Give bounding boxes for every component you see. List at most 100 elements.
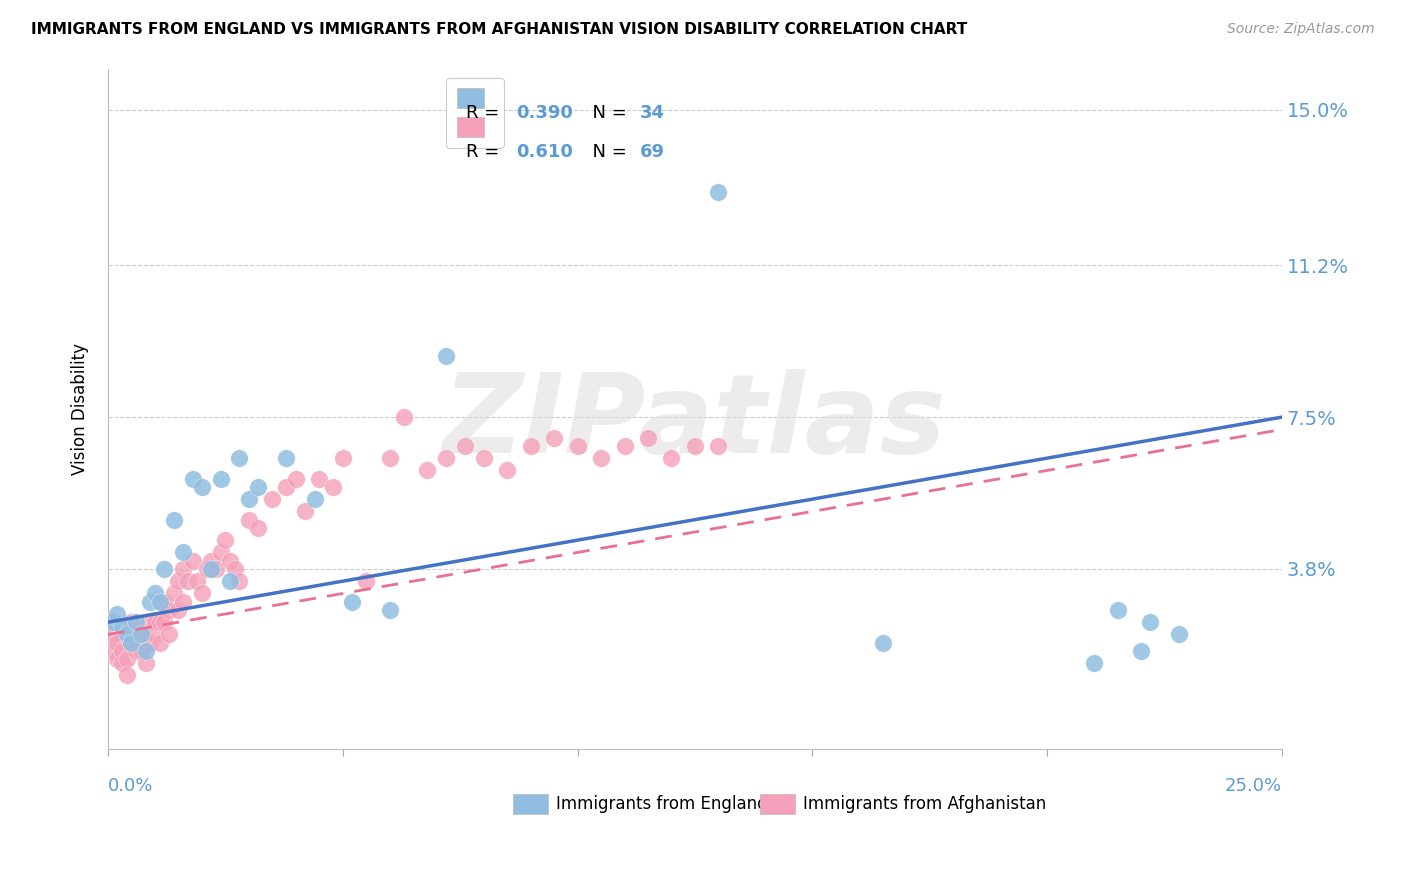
Point	[434, 349, 457, 363]
Point	[284, 472, 307, 486]
Point	[238, 492, 260, 507]
Point	[1107, 603, 1129, 617]
Point	[661, 451, 683, 466]
Point	[172, 545, 194, 559]
Point	[214, 533, 236, 548]
Point	[294, 504, 316, 518]
Point	[228, 451, 250, 466]
Point	[121, 615, 143, 630]
Text: 0.390: 0.390	[516, 103, 574, 122]
Point	[191, 586, 214, 600]
Point	[219, 574, 242, 589]
Point	[209, 472, 232, 486]
Point	[683, 439, 706, 453]
Point	[121, 635, 143, 649]
Point	[276, 480, 298, 494]
Point	[143, 615, 166, 630]
Point	[392, 410, 415, 425]
Point	[101, 644, 124, 658]
Point	[637, 431, 659, 445]
Point	[157, 627, 180, 641]
Point	[209, 545, 232, 559]
Point	[115, 652, 138, 666]
Text: Immigrants from England: Immigrants from England	[557, 795, 768, 813]
Point	[434, 451, 457, 466]
Point	[1167, 627, 1189, 641]
Point	[153, 562, 176, 576]
Point	[454, 439, 477, 453]
Point	[101, 627, 124, 641]
Point	[707, 439, 730, 453]
Point	[163, 513, 186, 527]
Point	[200, 562, 222, 576]
Point	[139, 635, 162, 649]
Point	[247, 521, 270, 535]
Point	[1130, 644, 1153, 658]
Text: 0.0%: 0.0%	[108, 777, 153, 795]
Point	[111, 656, 134, 670]
Point	[139, 595, 162, 609]
Point	[129, 627, 152, 641]
Point	[129, 627, 152, 641]
Point	[195, 562, 218, 576]
Point	[519, 439, 541, 453]
Point	[308, 472, 330, 486]
Bar	[513, 794, 548, 814]
Point	[105, 635, 128, 649]
Point	[205, 562, 228, 576]
Point	[1139, 615, 1161, 630]
Point	[111, 644, 134, 658]
Point	[543, 431, 565, 445]
Point	[105, 652, 128, 666]
Point	[139, 615, 162, 630]
Point	[262, 492, 284, 507]
Point	[143, 627, 166, 641]
Point	[238, 513, 260, 527]
Point	[129, 644, 152, 658]
Point	[472, 451, 495, 466]
Point	[378, 451, 401, 466]
Point	[167, 603, 190, 617]
Point	[105, 607, 128, 621]
Point	[219, 554, 242, 568]
Point	[135, 635, 157, 649]
Text: N =: N =	[581, 143, 633, 161]
Point	[115, 627, 138, 641]
Point	[181, 554, 204, 568]
Point	[115, 668, 138, 682]
Text: 34: 34	[640, 103, 665, 122]
Point	[707, 185, 730, 199]
Point	[125, 615, 148, 630]
Point	[153, 615, 176, 630]
Y-axis label: Vision Disability: Vision Disability	[72, 343, 89, 475]
Point	[1083, 656, 1105, 670]
Point	[224, 562, 246, 576]
Point	[135, 644, 157, 658]
Point	[191, 480, 214, 494]
Point	[125, 624, 148, 638]
Point	[304, 492, 326, 507]
Bar	[759, 794, 794, 814]
Point	[153, 595, 176, 609]
Point	[322, 480, 344, 494]
Text: R =: R =	[465, 103, 505, 122]
Text: 69: 69	[640, 143, 665, 161]
Point	[589, 451, 612, 466]
Legend: , : ,	[446, 78, 503, 148]
Point	[172, 562, 194, 576]
Point	[567, 439, 589, 453]
Point	[496, 463, 519, 477]
Point	[143, 586, 166, 600]
Point	[125, 644, 148, 658]
Point	[613, 439, 636, 453]
Point	[356, 574, 378, 589]
Point	[186, 574, 208, 589]
Point	[247, 480, 270, 494]
Point	[276, 451, 298, 466]
Point	[228, 574, 250, 589]
Text: ZIPatlas: ZIPatlas	[443, 369, 946, 476]
Point	[332, 451, 354, 466]
Point	[149, 635, 172, 649]
Point	[157, 603, 180, 617]
Point	[177, 574, 200, 589]
